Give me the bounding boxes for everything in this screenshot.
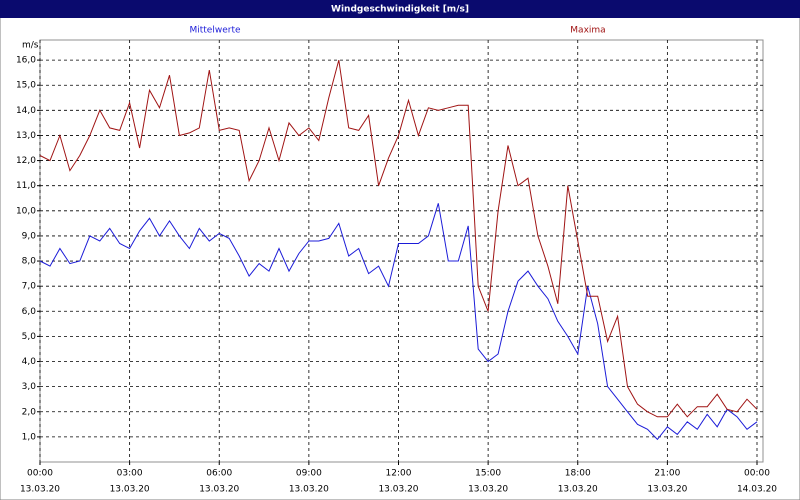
x-tick-label: 03:00 — [117, 469, 143, 479]
y-tick-label: 16,0 — [16, 56, 36, 66]
x-tick-date: 13.03.20 — [20, 485, 60, 495]
y-tick-label: 5,0 — [22, 332, 37, 342]
x-tick-date: 13.03.20 — [378, 485, 418, 495]
x-tick-date: 13.03.20 — [289, 485, 329, 495]
y-tick-label: 13,0 — [16, 131, 36, 141]
x-tick-label: 06:00 — [206, 469, 232, 479]
y-tick-label: 3,0 — [22, 382, 37, 392]
x-tick-date: 13.03.20 — [558, 485, 598, 495]
series-line — [39, 59, 758, 418]
chart-title: Windgeschwindigkeit [m/s] — [331, 5, 469, 15]
y-tick-label: 15,0 — [16, 81, 36, 91]
y-tick-label: 11,0 — [16, 181, 36, 191]
y-tick-label: 9,0 — [22, 231, 37, 241]
y-tick-label: 8,0 — [22, 257, 37, 267]
x-tick-date: 14.03.20 — [737, 485, 777, 495]
x-tick-label: 00:00 — [27, 469, 53, 479]
x-tick-date: 13.03.20 — [110, 485, 150, 495]
x-tick-date: 13.03.20 — [199, 485, 239, 495]
y-tick-label: 7,0 — [22, 282, 37, 292]
plot-area — [39, 39, 764, 463]
legend-label: Maxima — [570, 26, 605, 36]
x-tick-label: 18:00 — [565, 469, 591, 479]
y-tick-label: 6,0 — [22, 307, 37, 317]
x-tick-date: 13.03.20 — [647, 485, 687, 495]
series-line — [39, 203, 758, 441]
x-tick-label: 21:00 — [654, 469, 680, 479]
y-tick-label: 4,0 — [22, 357, 37, 367]
y-tick-label: 14,0 — [16, 106, 36, 116]
x-tick-date: 13.03.20 — [468, 485, 508, 495]
legend-label: Mittelwerte — [189, 26, 240, 36]
x-tick-label: 12:00 — [386, 469, 412, 479]
y-tick-label: 12,0 — [16, 156, 36, 166]
y-tick-label: 10,0 — [16, 206, 36, 216]
x-tick-label: 09:00 — [296, 469, 322, 479]
y-axis-unit: m/s — [22, 41, 39, 51]
title-bar — [0, 0, 800, 18]
y-tick-label: 2,0 — [22, 407, 37, 417]
x-tick-label: 15:00 — [475, 469, 501, 479]
y-tick-label: 1,0 — [22, 432, 37, 442]
x-tick-label: 00:00 — [744, 469, 770, 479]
